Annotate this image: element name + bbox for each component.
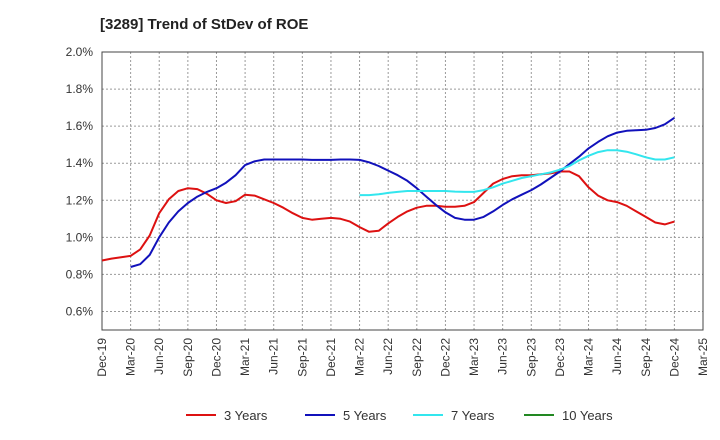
x-tick-label: Mar-25 — [696, 338, 710, 376]
y-tick-label: 1.4% — [66, 156, 94, 170]
x-tick-label: Sep-23 — [524, 338, 538, 377]
y-tick-label: 1.2% — [66, 193, 94, 207]
x-tick-label: Dec-22 — [438, 338, 452, 377]
y-tick-label: 0.6% — [66, 304, 94, 318]
series-line-5-years — [130, 116, 675, 268]
chart-title: [3289] Trend of StDev of ROE — [100, 16, 309, 33]
axis-layer: Dec-19 Mar-20 Jun-20 Sep-20 Dec-20 Mar-21 Jun-… — [66, 45, 710, 377]
x-tick-label: Mar-23 — [467, 338, 481, 376]
x-tick-label: Dec-23 — [553, 338, 567, 377]
x-tick-label: Jun-22 — [381, 338, 395, 375]
plot-area-frame — [101, 51, 704, 331]
x-tick-label: Mar-20 — [124, 338, 138, 376]
x-tick-label: Sep-22 — [410, 338, 424, 377]
x-tick-label: Mar-24 — [582, 338, 596, 376]
x-tick-label: Mar-22 — [353, 338, 367, 376]
x-tick-label: Sep-24 — [639, 338, 653, 377]
y-tick-label: 0.8% — [66, 267, 94, 281]
x-tick-label: Mar-21 — [238, 338, 252, 376]
y-tick-label: 1.8% — [66, 82, 94, 96]
grid-layer — [102, 52, 703, 330]
y-tick-label: 1.6% — [66, 119, 94, 133]
x-tick-label: Jun-21 — [267, 338, 281, 375]
y-tick-label: 2.0% — [66, 45, 94, 59]
legend-label: 10 Years — [562, 408, 613, 423]
x-tick-label: Dec-21 — [324, 338, 338, 377]
legend-label: 3 Years — [224, 408, 268, 423]
y-tick-label: 1.0% — [66, 230, 94, 244]
x-tick-label: Jun-23 — [496, 338, 510, 375]
x-tick-label: Dec-24 — [667, 338, 681, 377]
series-line-3-years — [101, 170, 675, 262]
x-tick-label: Sep-21 — [295, 338, 309, 377]
x-tick-label: Jun-20 — [152, 338, 166, 375]
legend-label: 7 Years — [451, 408, 495, 423]
x-tick-label: Sep-20 — [181, 338, 195, 377]
x-tick-label: Dec-19 — [95, 338, 109, 377]
x-tick-label: Dec-20 — [209, 338, 223, 377]
legend-label: 5 Years — [343, 408, 387, 423]
series-line-7-years — [359, 149, 675, 197]
x-tick-label: Jun-24 — [610, 338, 624, 375]
series-layer — [101, 116, 675, 268]
legend: 3 Years 5 Years 7 Years 10 Years — [186, 408, 613, 423]
